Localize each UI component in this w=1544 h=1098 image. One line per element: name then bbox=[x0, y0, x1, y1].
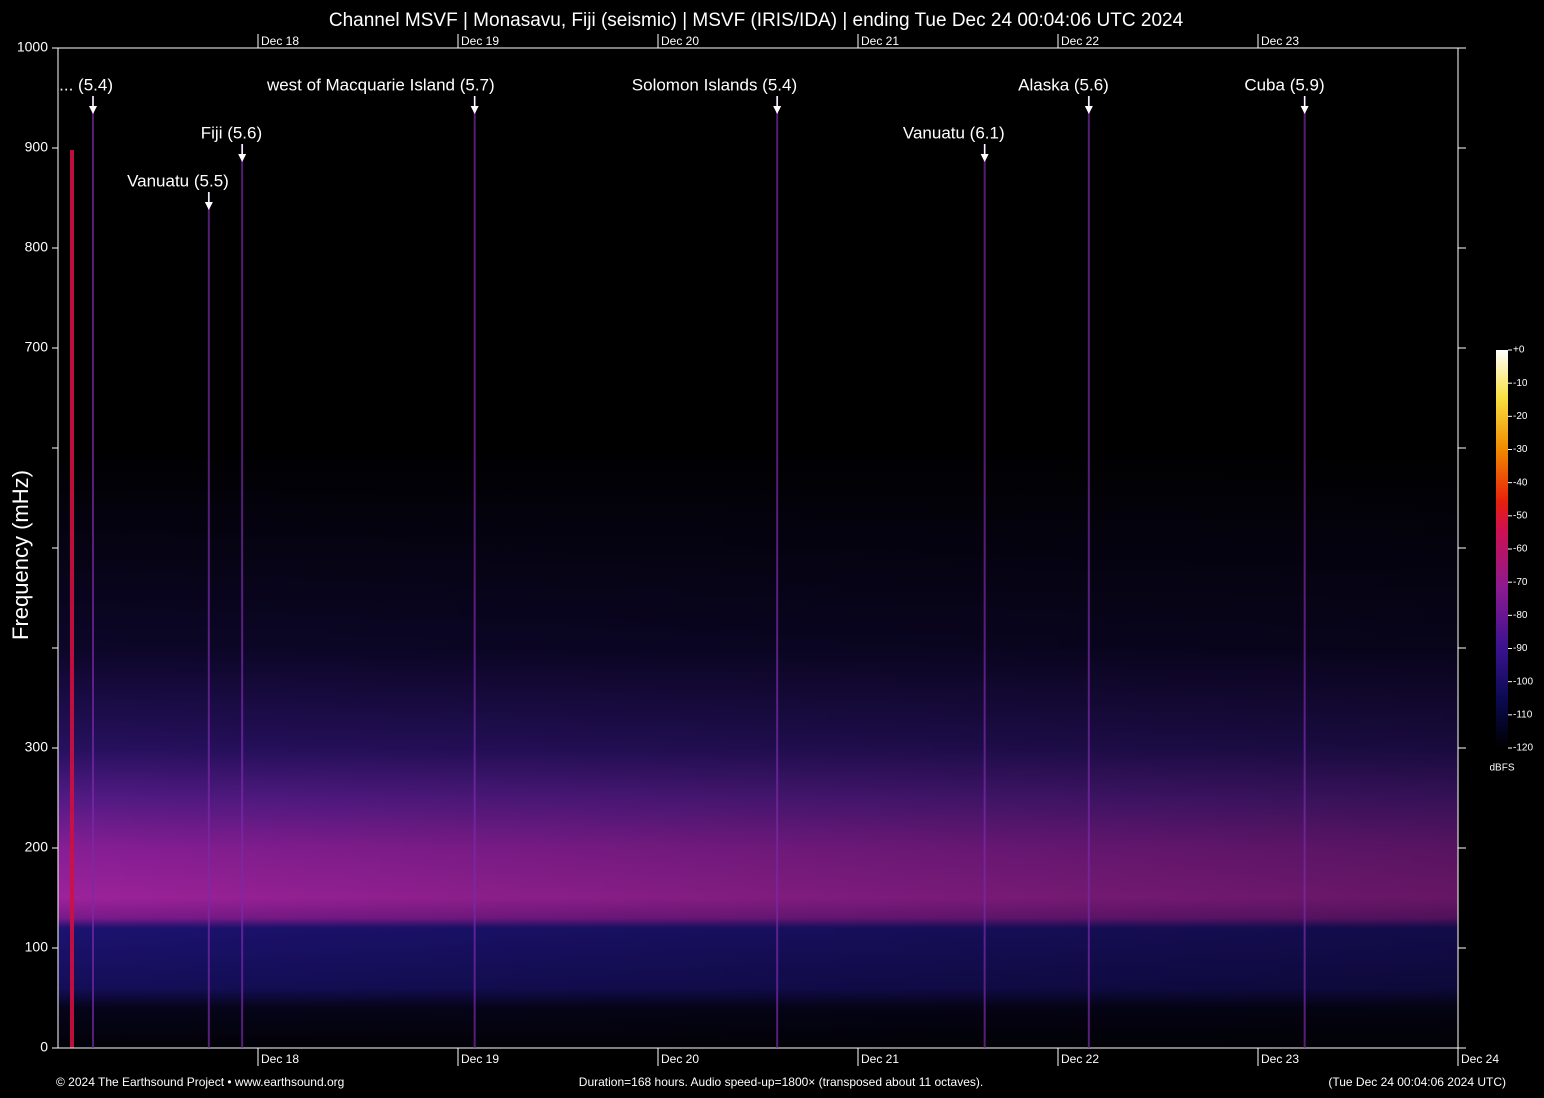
x-tick-label: Dec 21 bbox=[861, 1052, 899, 1066]
footer-center: Duration=168 hours. Audio speed-up=1800×… bbox=[579, 1075, 983, 1089]
colorbar-tick-label: -10 bbox=[1513, 378, 1528, 389]
x-tick-label-top: Dec 20 bbox=[661, 34, 699, 48]
event-arrow-head bbox=[1084, 106, 1093, 114]
event-label: Solomon Islands (5.4) bbox=[632, 75, 797, 94]
y-tick-label: 0 bbox=[40, 1039, 48, 1055]
colorbar-tick-label: -20 bbox=[1513, 411, 1528, 422]
event-arrow-head bbox=[470, 106, 479, 114]
y-tick-label: 700 bbox=[25, 339, 49, 355]
y-tick-label: 1000 bbox=[17, 39, 48, 55]
x-tick-label: Dec 19 bbox=[461, 1052, 499, 1066]
event-arrow-head bbox=[1300, 106, 1309, 114]
y-axis-label: Frequency (mHz) bbox=[8, 470, 33, 640]
x-tick-label-top: Dec 22 bbox=[1061, 34, 1099, 48]
colorbar-label: dBFS bbox=[1489, 763, 1514, 774]
y-tick-label: 800 bbox=[25, 239, 49, 255]
event-label: Vanuatu (6.1) bbox=[903, 123, 1005, 142]
colorbar-tick-label: -60 bbox=[1513, 544, 1528, 555]
y-tick-label: 300 bbox=[25, 739, 49, 755]
colorbar-tick-label: -120 bbox=[1513, 743, 1533, 754]
event-arrow-head bbox=[204, 202, 213, 210]
x-tick-label-top: Dec 18 bbox=[261, 34, 299, 48]
x-tick-label: Dec 24 bbox=[1461, 1052, 1499, 1066]
event-label: Cuba (5.9) bbox=[1244, 75, 1324, 94]
x-tick-label: Dec 22 bbox=[1061, 1052, 1099, 1066]
event-label: ... (5.4) bbox=[59, 75, 113, 94]
event-label: Alaska (5.6) bbox=[1018, 75, 1109, 94]
x-tick-label-top: Dec 21 bbox=[861, 34, 899, 48]
chart-title: Channel MSVF | Monasavu, Fiji (seismic) … bbox=[329, 10, 1184, 31]
x-tick-label-top: Dec 23 bbox=[1261, 34, 1299, 48]
colorbar-tick-label: -90 bbox=[1513, 643, 1528, 654]
y-tick-label: 200 bbox=[25, 839, 49, 855]
spectrogram-streak bbox=[70, 150, 74, 1048]
footer-left: © 2024 The Earthsound Project • www.eart… bbox=[56, 1075, 344, 1089]
event-arrow-head bbox=[238, 154, 247, 162]
event-arrow-head bbox=[980, 154, 989, 162]
x-tick-label: Dec 18 bbox=[261, 1052, 299, 1066]
event-arrow-head bbox=[89, 106, 97, 114]
event-label: Vanuatu (5.5) bbox=[127, 171, 229, 190]
colorbar-tick-label: -30 bbox=[1513, 444, 1528, 455]
event-label: Fiji (5.6) bbox=[201, 123, 262, 142]
colorbar-tick-label: -40 bbox=[1513, 477, 1528, 488]
event-arrow-head bbox=[773, 106, 782, 114]
x-tick-label: Dec 23 bbox=[1261, 1052, 1299, 1066]
event-label: west of Macquarie Island (5.7) bbox=[266, 75, 495, 94]
x-tick-label-top: Dec 19 bbox=[461, 34, 499, 48]
spectrogram-shade bbox=[58, 48, 1458, 1048]
y-tick-label: 100 bbox=[25, 939, 49, 955]
x-tick-label: Dec 20 bbox=[661, 1052, 699, 1066]
colorbar-tick-label: -70 bbox=[1513, 577, 1528, 588]
colorbar-tick-label: -50 bbox=[1513, 510, 1528, 521]
colorbar-tick-label: +0 bbox=[1513, 345, 1525, 356]
colorbar bbox=[1496, 350, 1508, 748]
footer-right: (Tue Dec 24 00:04:06 2024 UTC) bbox=[1328, 1075, 1506, 1089]
colorbar-tick-label: -110 bbox=[1513, 709, 1533, 720]
y-tick-label: 900 bbox=[25, 139, 49, 155]
colorbar-tick-label: -100 bbox=[1513, 676, 1533, 687]
colorbar-tick-label: -80 bbox=[1513, 610, 1528, 621]
